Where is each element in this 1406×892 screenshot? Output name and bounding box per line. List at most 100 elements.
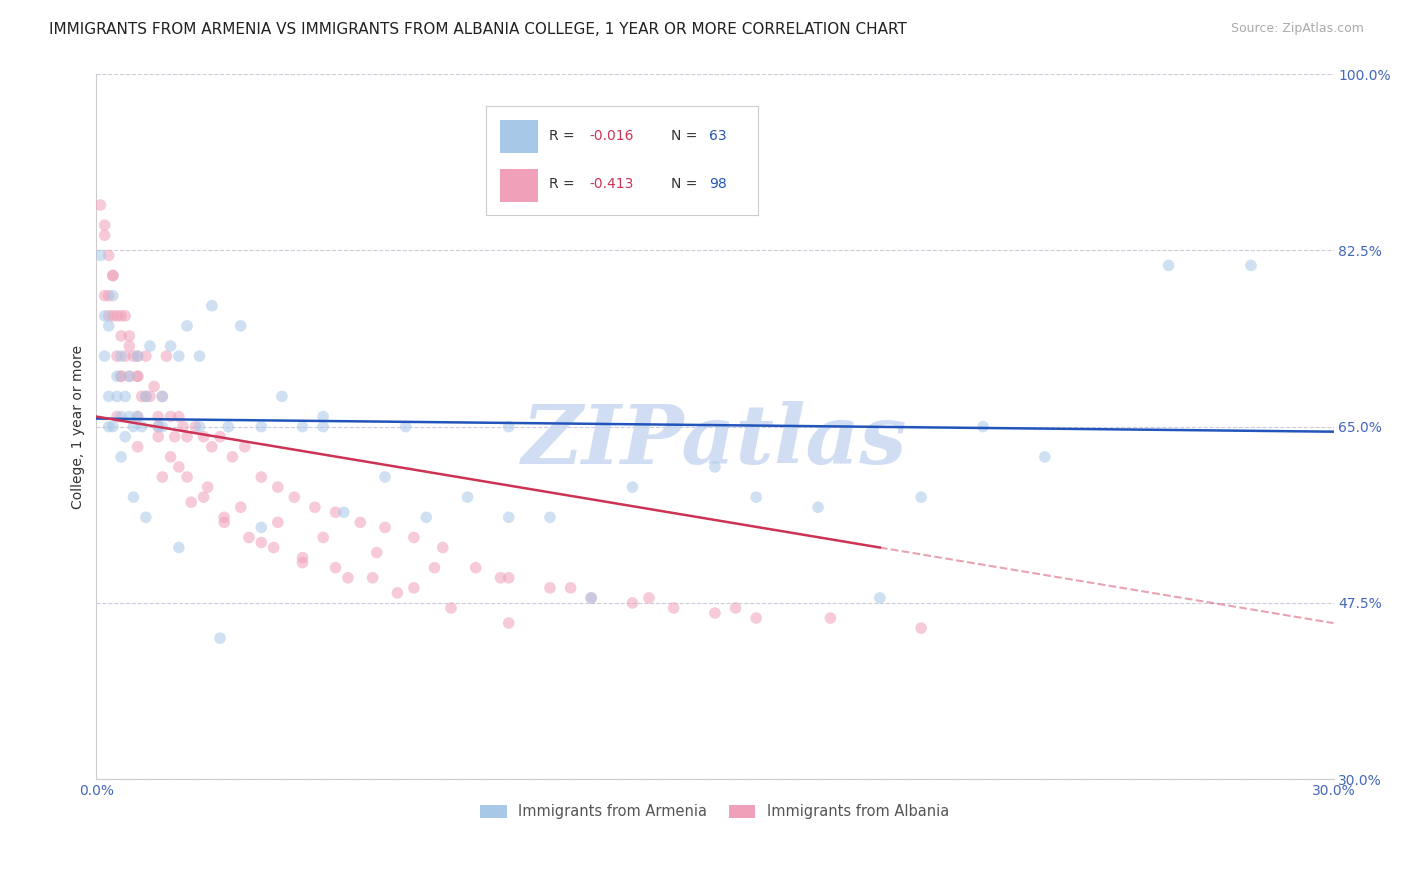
Point (127, 349, 149, 363)
Point (238, 531, 260, 545)
Point (464, 560, 486, 574)
Point (180, 495, 202, 509)
Point (972, 419, 994, 434)
Point (118, 369, 141, 384)
Point (201, 299, 224, 313)
Point (621, 480, 644, 494)
Point (148, 419, 170, 434)
Point (267, 516, 290, 530)
Point (188, 349, 211, 363)
Point (188, 419, 211, 434)
Point (193, 430, 215, 444)
Point (135, 389, 157, 403)
Point (101, 268, 124, 283)
Point (172, 419, 194, 434)
Point (93, 288, 115, 302)
Point (110, 329, 132, 343)
Point (621, 596, 644, 610)
Point (432, 541, 454, 555)
Point (402, 581, 425, 595)
Point (110, 369, 132, 384)
Point (489, 571, 512, 585)
Text: IMMIGRANTS FROM ARMENIA VS IMMIGRANTS FROM ALBANIA COLLEGE, 1 YEAR OR MORE CORRE: IMMIGRANTS FROM ARMENIA VS IMMIGRANTS FR… (49, 22, 907, 37)
Point (250, 520, 273, 534)
Point (703, 606, 725, 620)
Point (167, 541, 190, 555)
Point (167, 349, 190, 363)
Point (93, 349, 115, 363)
Point (291, 556, 314, 570)
Point (110, 369, 132, 384)
Point (498, 616, 520, 631)
Point (135, 389, 157, 403)
Point (201, 440, 224, 454)
Text: ZIPatlas: ZIPatlas (522, 401, 908, 481)
Point (221, 450, 243, 464)
Point (374, 470, 396, 484)
Point (209, 631, 232, 645)
Point (498, 510, 520, 524)
Point (498, 419, 520, 434)
Point (349, 516, 371, 530)
Point (176, 470, 198, 484)
Point (579, 591, 602, 605)
Point (118, 329, 141, 343)
Point (197, 480, 219, 494)
Point (250, 419, 273, 434)
Point (560, 581, 582, 595)
Point (131, 419, 153, 434)
Point (89, 198, 111, 212)
Point (110, 450, 132, 464)
Point (745, 611, 768, 625)
Point (724, 601, 747, 615)
Point (212, 510, 235, 524)
Point (118, 339, 141, 353)
Point (150, 389, 173, 403)
Point (143, 379, 166, 393)
Point (159, 339, 181, 353)
Point (498, 571, 520, 585)
Point (312, 419, 335, 434)
Point (271, 389, 294, 403)
Point (110, 349, 132, 363)
Point (105, 389, 128, 403)
Point (167, 409, 190, 424)
Point (312, 531, 335, 545)
Point (233, 440, 256, 454)
Point (402, 531, 425, 545)
Point (135, 349, 157, 363)
Point (127, 409, 149, 424)
Point (89, 248, 111, 262)
Point (638, 591, 661, 605)
Point (538, 510, 561, 524)
Point (105, 349, 128, 363)
Point (325, 560, 347, 574)
Point (1157, 259, 1180, 273)
Point (361, 571, 384, 585)
Point (807, 500, 830, 515)
Point (229, 500, 252, 515)
Point (139, 339, 162, 353)
Point (148, 430, 170, 444)
Point (387, 586, 409, 600)
Point (150, 470, 173, 484)
Point (176, 430, 198, 444)
Point (910, 490, 932, 504)
Point (336, 571, 359, 585)
Point (155, 349, 177, 363)
Point (118, 409, 141, 424)
Point (150, 389, 173, 403)
Point (1240, 259, 1263, 273)
Point (122, 419, 145, 434)
Point (250, 535, 273, 549)
Point (184, 419, 207, 434)
Point (312, 409, 335, 424)
Point (366, 545, 388, 559)
Point (97, 248, 120, 262)
Point (159, 450, 181, 464)
Point (135, 510, 157, 524)
Point (209, 430, 232, 444)
Point (395, 419, 418, 434)
Point (291, 550, 314, 565)
Point (118, 369, 141, 384)
